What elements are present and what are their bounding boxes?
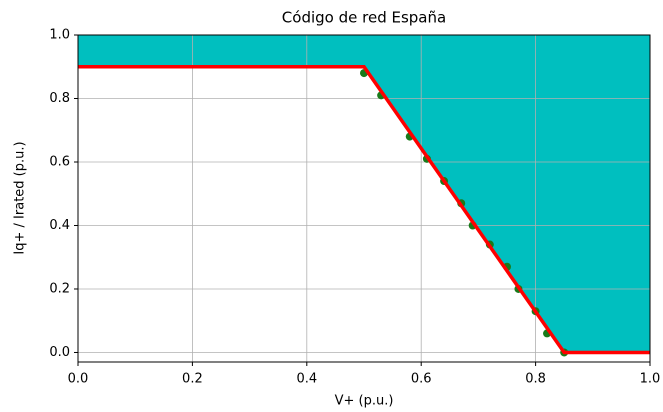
fill-area [78,35,650,353]
x-tick-label: 0.2 [182,372,203,387]
y-tick-label: 0.6 [49,154,70,169]
y-tick-label: 0.8 [49,91,70,106]
x-tick-label: 0.8 [525,372,546,387]
y-tick-label: 0.4 [49,218,70,233]
chart-title: Código de red España [282,9,446,27]
x-tick-label: 0.0 [68,372,89,387]
x-tick-label: 0.6 [411,372,432,387]
y-tick-label: 0.0 [49,345,70,360]
plot-frame [77,34,651,363]
line [78,64,650,355]
x-axis-label: V+ (p.u.) [335,394,394,409]
x-tick-label: 0.4 [296,372,317,387]
y-tick-label: 0.2 [49,281,70,296]
y-axis-label: Iq+ / Irated (p.u.) [13,141,28,254]
x-tick-label: 1.0 [640,372,661,387]
y-tick-label: 1.0 [49,28,70,43]
